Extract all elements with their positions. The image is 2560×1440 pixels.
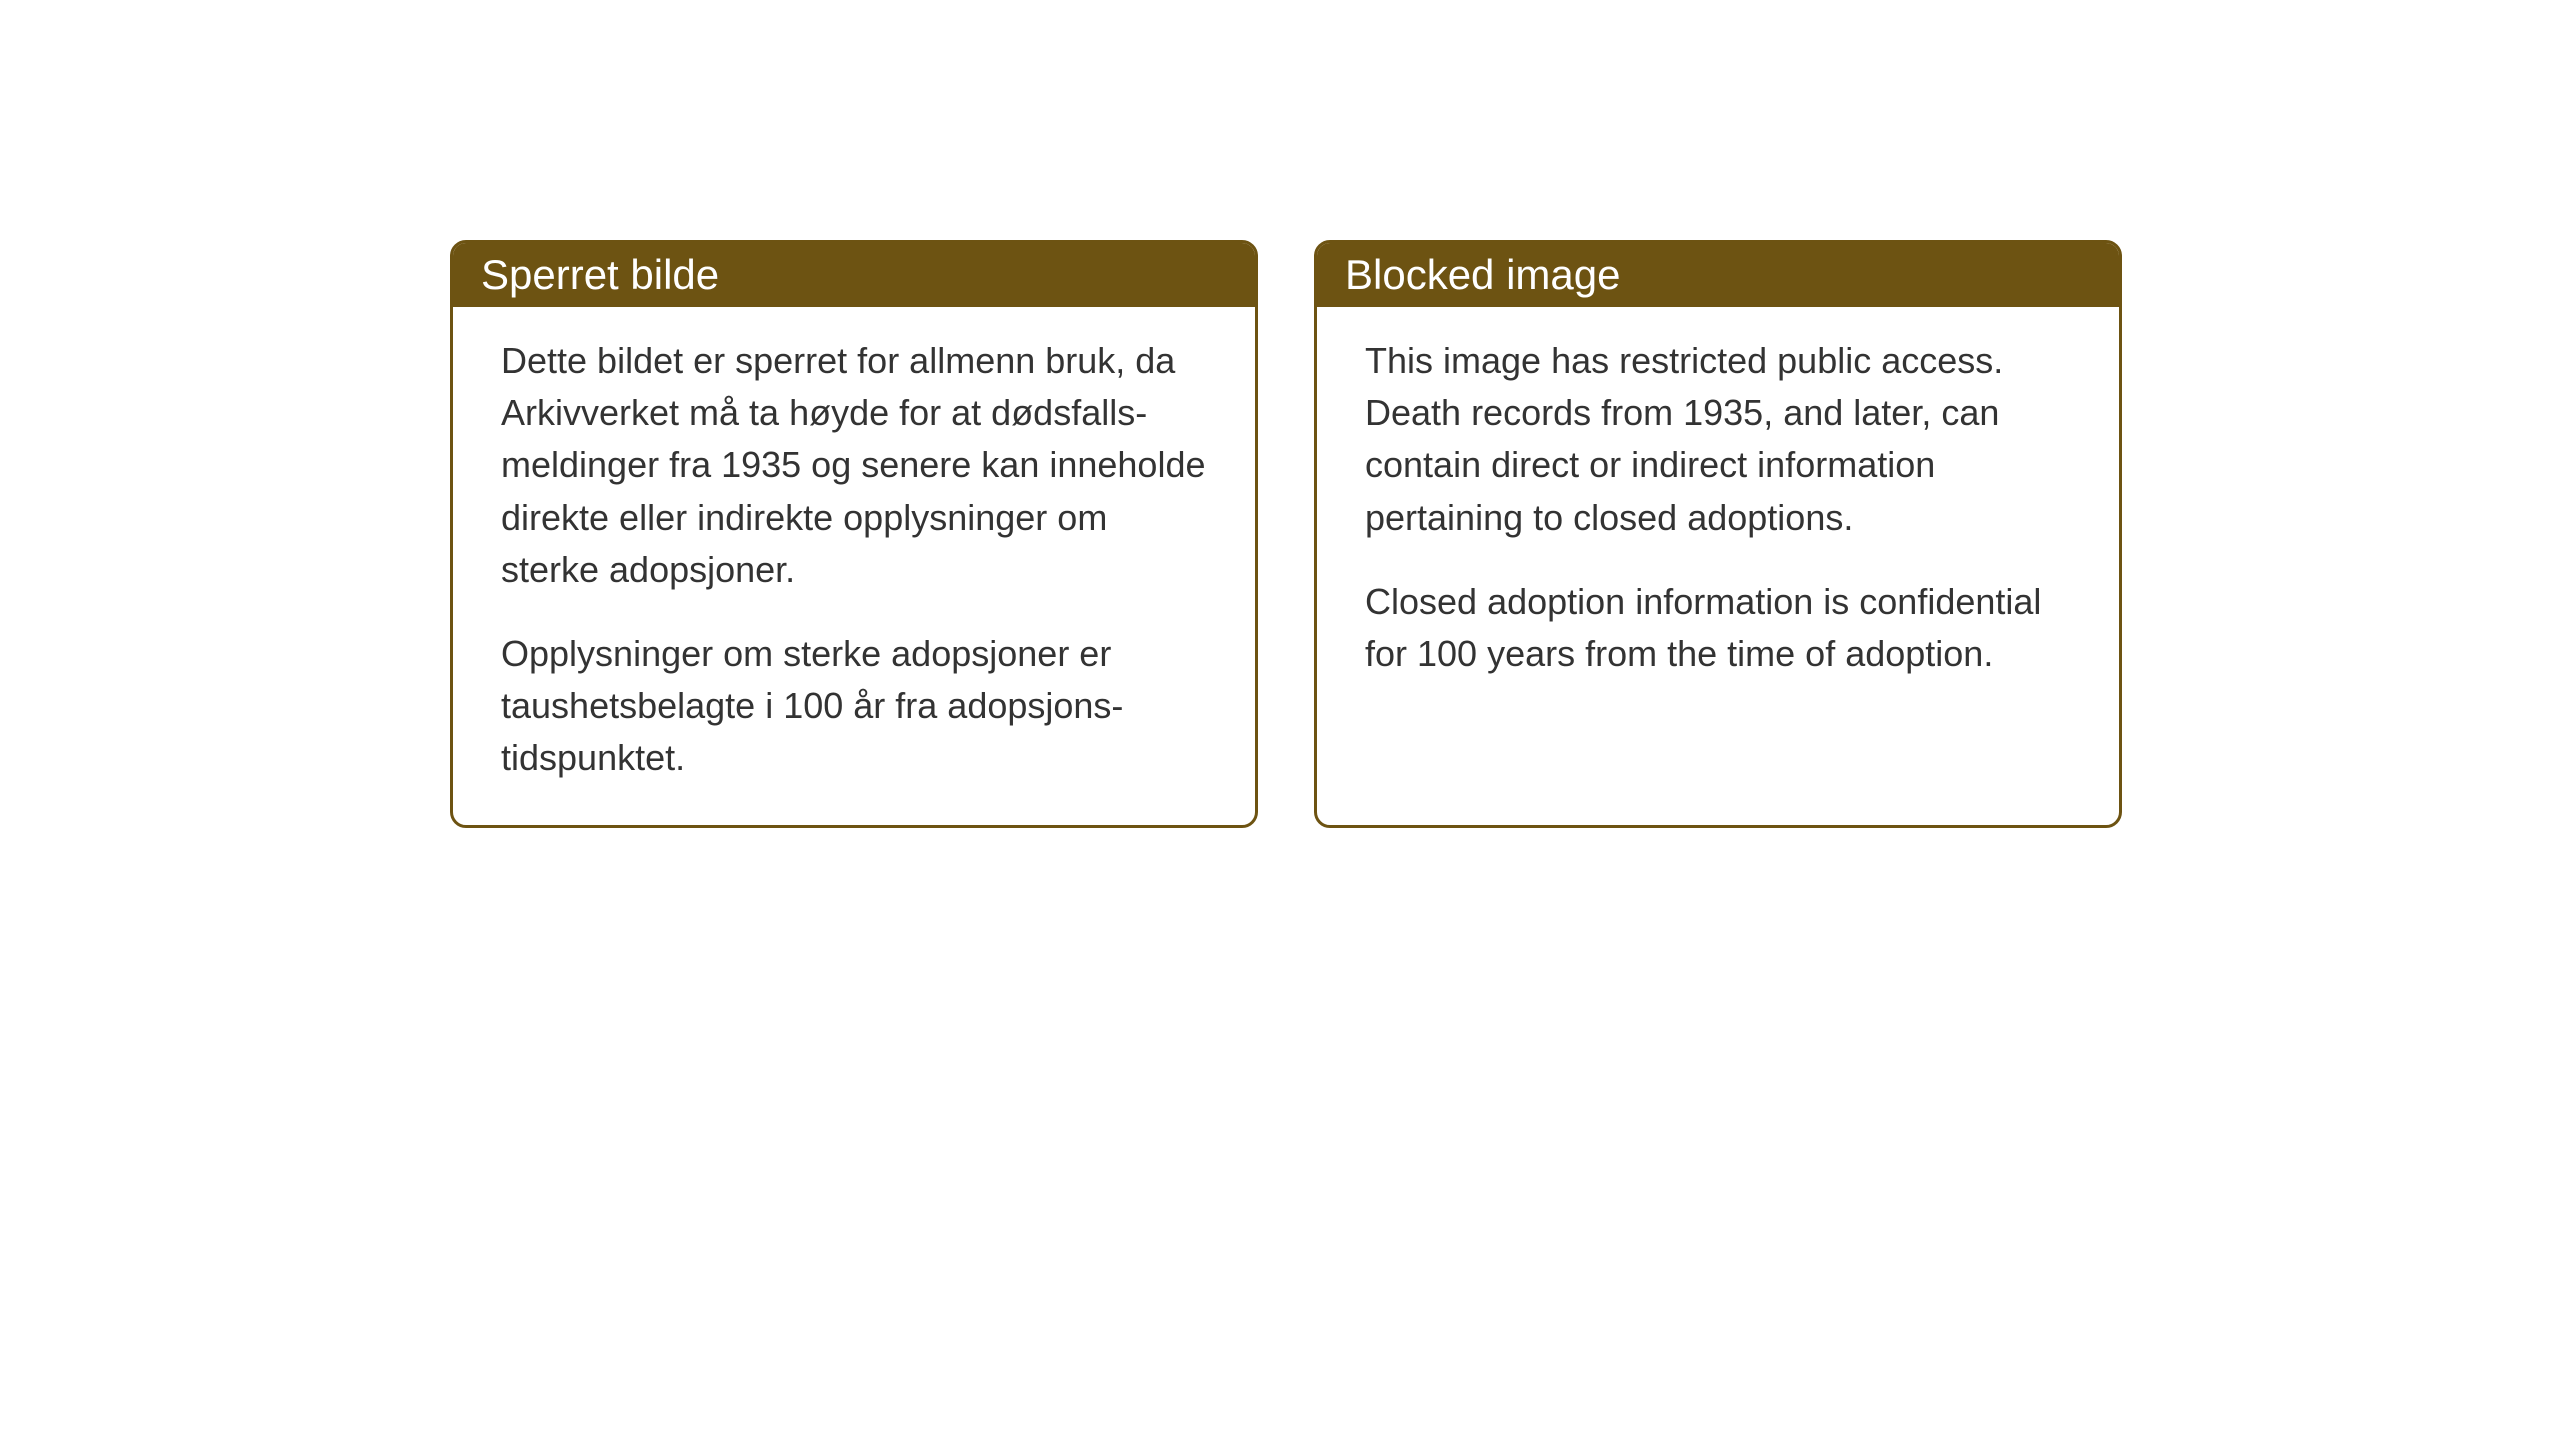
card-paragraph-2-english: Closed adoption information is confident… xyxy=(1365,576,2071,680)
card-header-norwegian: Sperret bilde xyxy=(453,243,1255,307)
card-title-norwegian: Sperret bilde xyxy=(481,251,719,298)
card-body-english: This image has restricted public access.… xyxy=(1317,307,2119,720)
notice-card-english: Blocked image This image has restricted … xyxy=(1314,240,2122,828)
card-paragraph-2-norwegian: Opplysninger om sterke adopsjoner er tau… xyxy=(501,628,1207,785)
card-title-english: Blocked image xyxy=(1345,251,1620,298)
notice-card-norwegian: Sperret bilde Dette bildet er sperret fo… xyxy=(450,240,1258,828)
notice-cards-container: Sperret bilde Dette bildet er sperret fo… xyxy=(450,240,2122,828)
card-header-english: Blocked image xyxy=(1317,243,2119,307)
card-paragraph-1-norwegian: Dette bildet er sperret for allmenn bruk… xyxy=(501,335,1207,596)
card-paragraph-1-english: This image has restricted public access.… xyxy=(1365,335,2071,544)
card-body-norwegian: Dette bildet er sperret for allmenn bruk… xyxy=(453,307,1255,825)
